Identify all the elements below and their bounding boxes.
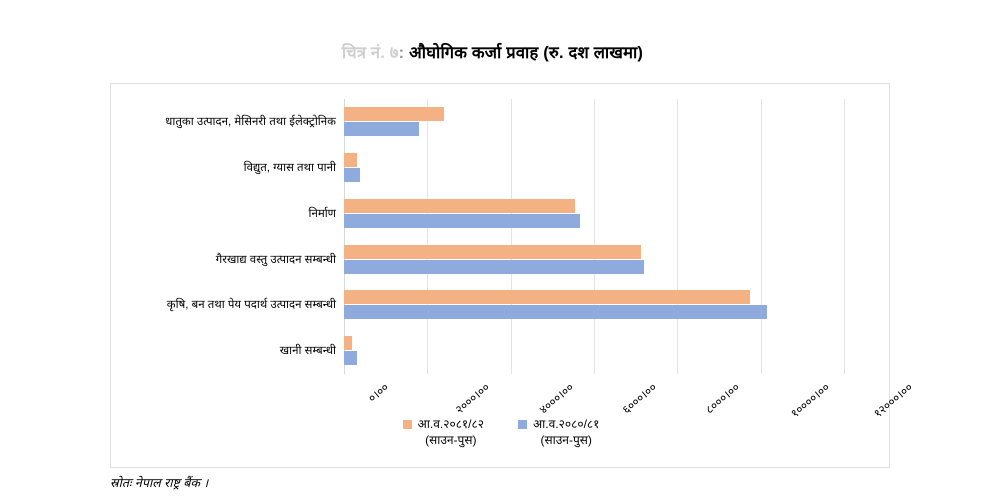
bar-series-1 bbox=[344, 213, 580, 228]
legend-item[interactable]: आ.व.२०८१/८२ (साउन-पुस) bbox=[402, 416, 484, 448]
page-title: चित्र नं. ७: औघोगिक कर्जा प्रवाह (रु. दश… bbox=[0, 40, 985, 63]
value-axis-line bbox=[344, 99, 345, 374]
legend-label: आ.व.२०८०/८१ (साउन-पुस) bbox=[533, 417, 600, 447]
x-tick-label: ६०००।०० bbox=[620, 381, 660, 417]
gridline bbox=[677, 99, 679, 374]
bar-series-1 bbox=[344, 122, 419, 136]
category-label: गैरखाद्य वस्तु उत्पादन सम्बन्धी bbox=[215, 253, 336, 266]
bar-series-1 bbox=[344, 167, 360, 182]
bar-series-1 bbox=[344, 351, 357, 366]
chart-container: धातुका उत्पादन, मेसिनरी तथा ईलेक्ट्रोनिक… bbox=[110, 83, 915, 468]
gridline bbox=[760, 99, 762, 374]
bar-series-0 bbox=[344, 107, 444, 121]
x-tick-label: ८०००।०० bbox=[704, 381, 743, 417]
bar-group: खानी सम्बन्धी bbox=[280, 336, 844, 366]
bar-series-1 bbox=[344, 259, 645, 274]
category-label: खानी सम्बन्धी bbox=[279, 345, 336, 358]
legend-swatch-icon bbox=[402, 420, 412, 429]
bar-group: कृषि, बन तथा पेय पदार्थ उत्पादन सम्बन्धी bbox=[167, 290, 844, 320]
title-figure-number: चित्र नं. ७ bbox=[341, 44, 399, 62]
x-tick-label: ४०००।०० bbox=[537, 381, 576, 417]
category-label: निर्माण bbox=[308, 207, 336, 220]
gridline bbox=[427, 99, 429, 374]
source-note: स्रोतः नेपाल राष्ट्र बैंक । bbox=[110, 476, 209, 490]
gridline bbox=[594, 99, 595, 374]
bar-series-0 bbox=[344, 198, 575, 213]
x-tick-label: २०००।०० bbox=[454, 381, 493, 417]
x-tick-label: ०।०० bbox=[366, 381, 392, 406]
bar-group: गैरखाद्य वस्तु उत्पादन सम्बन्धी bbox=[216, 244, 844, 274]
bar-series-0 bbox=[344, 152, 357, 167]
bar-group: निर्माण bbox=[308, 198, 844, 228]
gridline bbox=[844, 99, 845, 374]
bar-series-0 bbox=[344, 244, 642, 259]
bar-group: धातुका उत्पादन, मेसिनरी तथा ईलेक्ट्रोनिक bbox=[165, 107, 844, 136]
chart-legend: आ.व.२०८१/८२ (साउन-पुस) आ.व.२०८०/८१ (साउन-पु… bbox=[111, 416, 891, 448]
legend-label: आ.व.२०८१/८२ (साउन-पुस) bbox=[417, 417, 484, 447]
category-label: विद्युत, ग्यास तथा पानी bbox=[243, 161, 336, 174]
bar-series-1 bbox=[344, 305, 768, 320]
plot-area: धातुका उत्पादन, मेसिनरी तथा ईलेक्ट्रोनिक… bbox=[165, 99, 845, 374]
legend-item[interactable]: आ.व.२०८०/८१ (साउन-पुस) bbox=[518, 416, 599, 448]
title-main-text: औघोगिक कर्जा प्रवाह (रु. दश लाखमा) bbox=[409, 44, 644, 62]
category-label: कृषि, बन तथा पेय पदार्थ उत्पादन सम्बन्धी bbox=[166, 299, 336, 312]
title-separator: : bbox=[398, 44, 405, 62]
bar-series-0 bbox=[344, 336, 352, 351]
gridline bbox=[510, 99, 512, 374]
category-label: धातुका उत्पादन, मेसिनरी तथा ईलेक्ट्रोनिक bbox=[165, 116, 336, 128]
bar-group: विद्युत, ग्यास तथा पानी bbox=[244, 152, 844, 182]
legend-swatch-icon bbox=[518, 420, 527, 429]
bar-series-0 bbox=[344, 290, 750, 305]
